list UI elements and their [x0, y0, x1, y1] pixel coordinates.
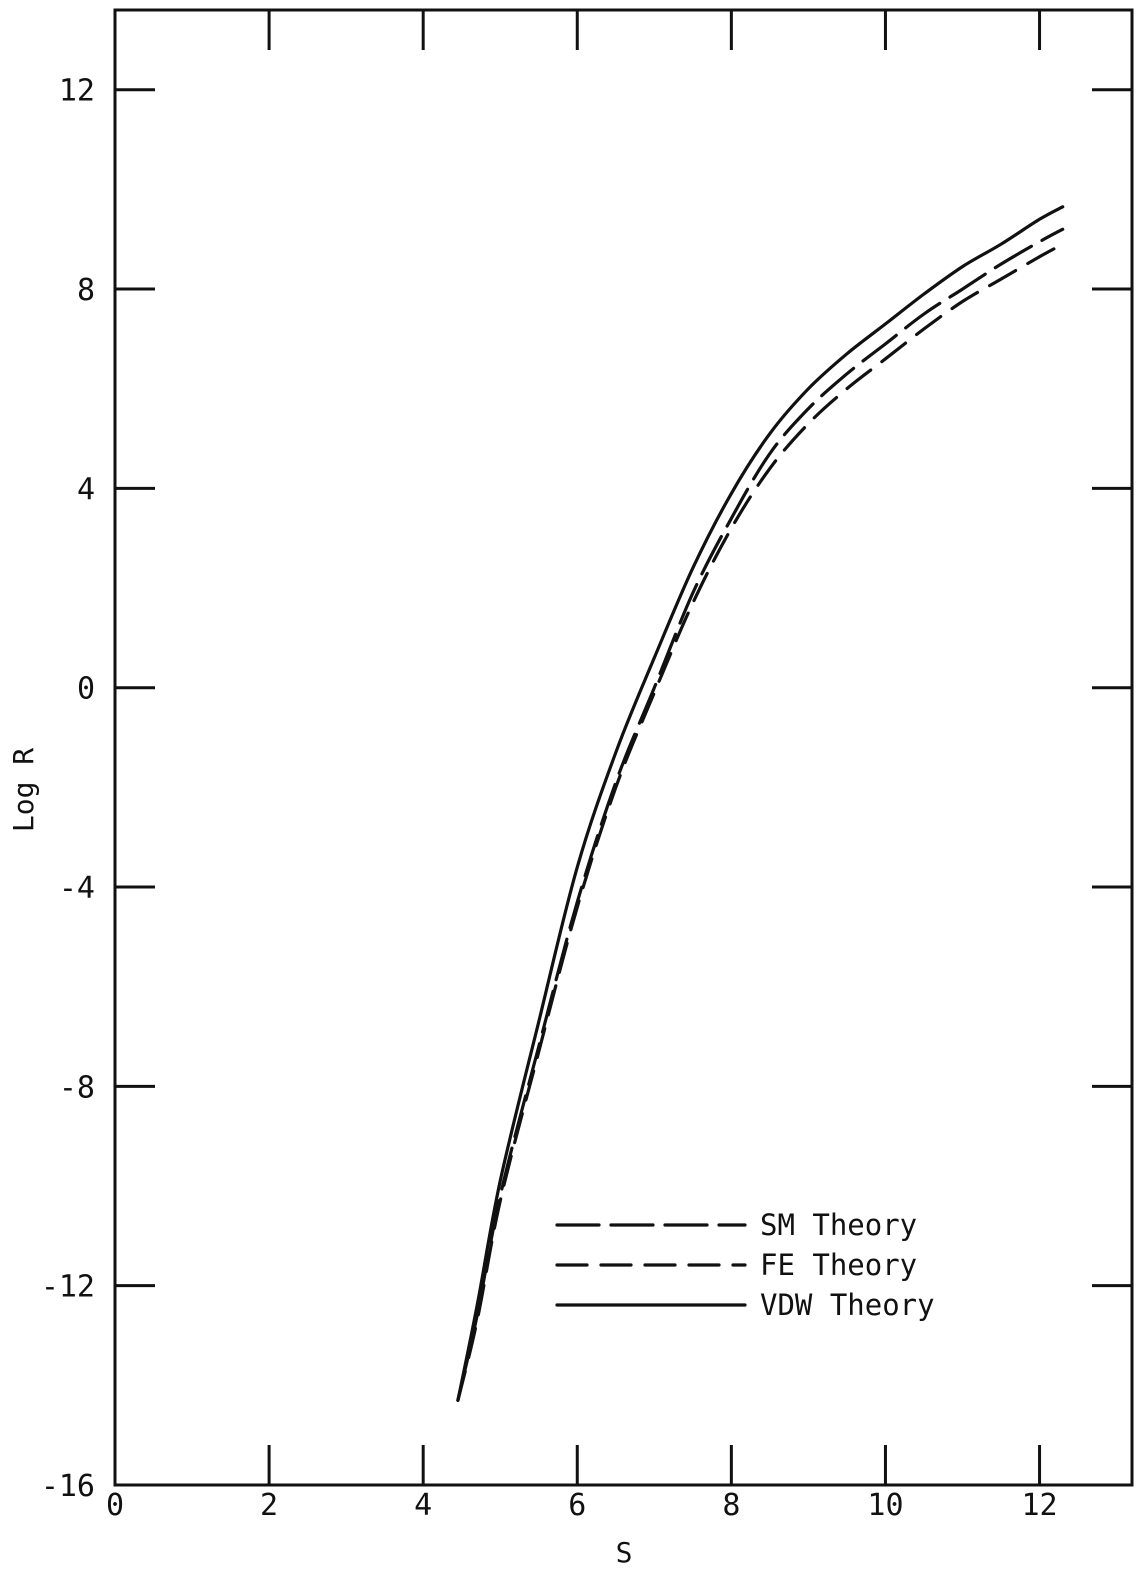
- x-tick-label: 4: [414, 1488, 432, 1523]
- y-tick-label: 4: [77, 472, 95, 507]
- y-axis-title: Log R: [7, 748, 40, 832]
- x-tick-label: 2: [260, 1488, 278, 1523]
- series-line-1: [456, 242, 1065, 1402]
- y-tick-label: -8: [59, 1070, 95, 1105]
- y-tick-label: 0: [77, 672, 95, 707]
- tick-label-group: 0 2 4 6 8 10 12 -16 -12 -8 -4 0 4 8 12: [41, 74, 1058, 1523]
- plot-frame: [113, 8, 1134, 1487]
- x-tick-label: 0: [106, 1488, 124, 1523]
- legend: SM Theory FE Theory VDW Theory: [555, 1208, 935, 1322]
- y-tick-label: -16: [41, 1469, 95, 1504]
- y-tick-label: 8: [77, 273, 95, 308]
- tick-group: [115, 10, 1132, 1485]
- series-group: [456, 205, 1065, 1402]
- y-tick-label: 12: [59, 74, 95, 109]
- x-tick-label: 12: [1021, 1488, 1057, 1523]
- y-tick-label: -12: [41, 1270, 95, 1305]
- y-tick-label: -4: [59, 871, 95, 906]
- x-axis-title: S: [616, 1536, 633, 1569]
- x-tick-label: 10: [867, 1488, 903, 1523]
- legend-label-0: SM Theory: [760, 1208, 917, 1242]
- legend-label-2: VDW Theory: [760, 1288, 935, 1322]
- x-tick-label: 8: [722, 1488, 740, 1523]
- series-line-2: [456, 205, 1065, 1402]
- legend-label-1: FE Theory: [760, 1248, 917, 1282]
- x-tick-label: 6: [568, 1488, 586, 1523]
